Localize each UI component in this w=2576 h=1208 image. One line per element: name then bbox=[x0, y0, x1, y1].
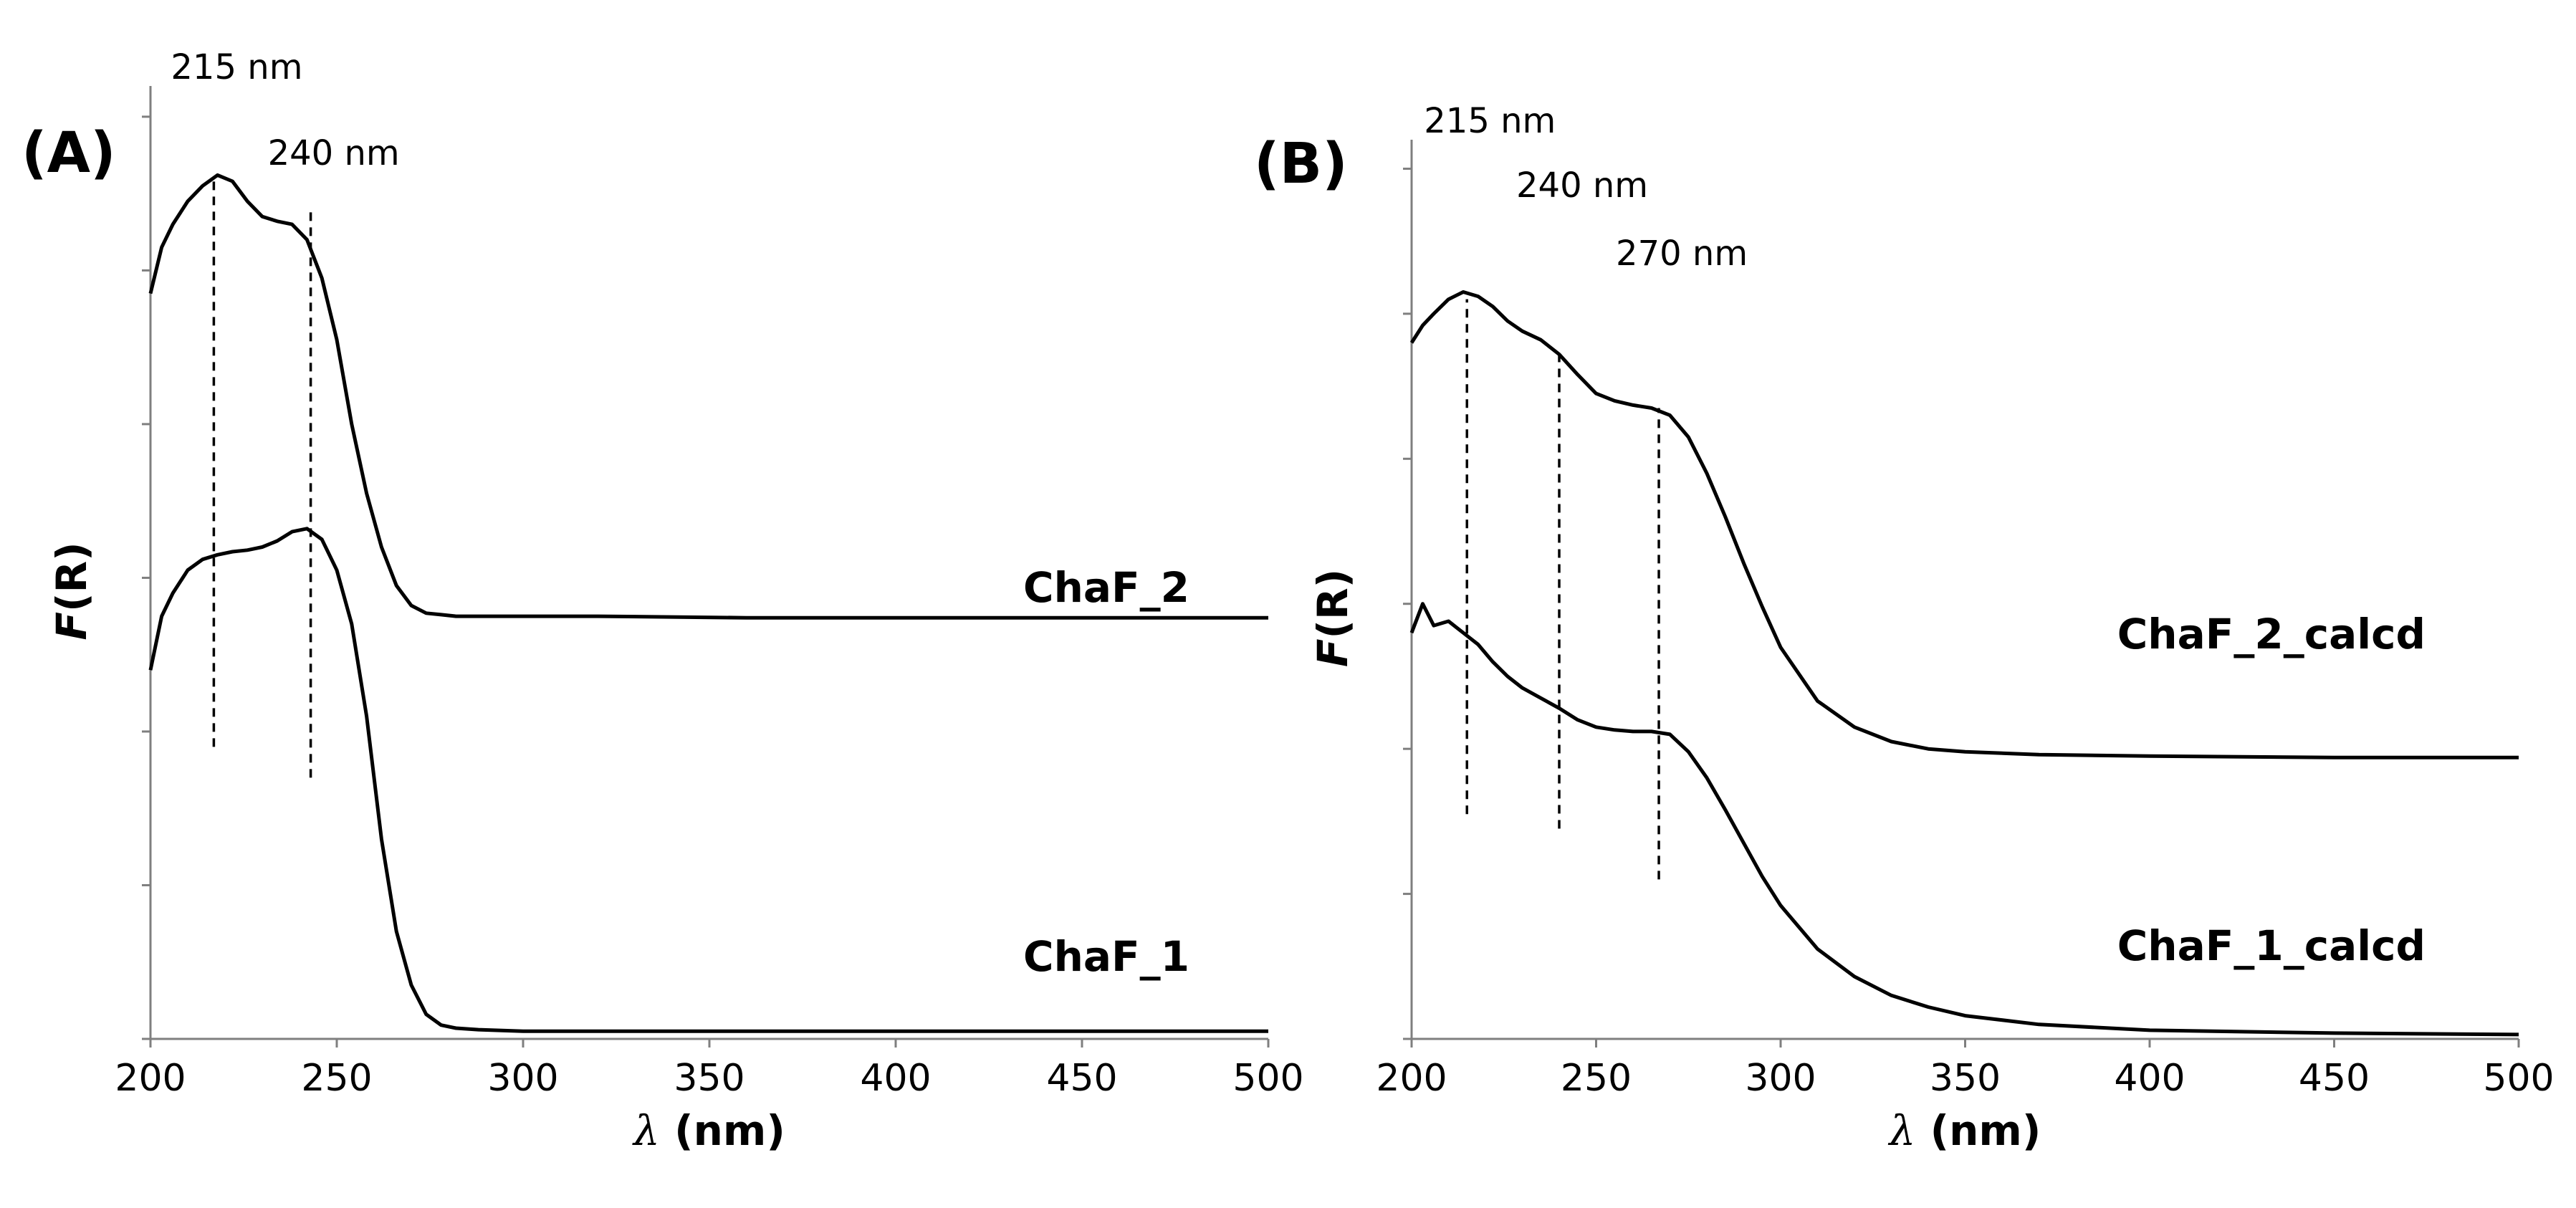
x-tick-label: 500 bbox=[2483, 1057, 2554, 1100]
series-line-chaf-1 bbox=[148, 527, 1268, 1033]
series-label: ChaF_1 bbox=[1023, 932, 1189, 981]
series-line-chaf-2-calcd bbox=[1409, 290, 2519, 759]
series-label: ChaF_1_calcd bbox=[2117, 921, 2426, 970]
y-axis-title: F(R) bbox=[47, 542, 96, 640]
x-axis-title: λ (nm) bbox=[632, 1106, 785, 1155]
x-axis-title: λ (nm) bbox=[1888, 1106, 2041, 1155]
x-tick-label: 450 bbox=[2299, 1057, 2370, 1100]
panel-b: (B) 200 250 300 350 400 450 500 λ (nm) F(R) 215 nm… bbox=[1254, 101, 2555, 1155]
x-tick-label: 450 bbox=[1046, 1057, 1117, 1100]
series-label: ChaF_2 bbox=[1023, 563, 1189, 612]
x-tick-label: 350 bbox=[674, 1057, 744, 1100]
x-tick-label: 400 bbox=[860, 1057, 931, 1100]
x-tick-label: 200 bbox=[1376, 1057, 1447, 1100]
marker-label: 215 nm bbox=[171, 47, 302, 87]
x-tick-label: 250 bbox=[301, 1057, 372, 1100]
x-tick-label: 350 bbox=[1930, 1057, 2001, 1100]
marker-label: 240 nm bbox=[268, 133, 400, 173]
x-tick-label: 250 bbox=[1561, 1057, 1632, 1100]
panel-label: (B) bbox=[1254, 132, 1348, 196]
x-tick-label: 500 bbox=[1232, 1057, 1303, 1100]
marker-label: 270 nm bbox=[1616, 234, 1748, 274]
marker-label: 240 nm bbox=[1516, 166, 1648, 206]
panel-a: (A) 200 250 300 350 400 450 500 λ (nm) F(R) 215 nm… bbox=[21, 47, 1304, 1155]
x-tick-label: 400 bbox=[2114, 1057, 2185, 1100]
x-tick-label: 300 bbox=[1745, 1057, 1816, 1100]
series-label: ChaF_2_calcd bbox=[2117, 610, 2426, 658]
series-line-chaf-2 bbox=[148, 173, 1268, 620]
x-tick-label: 300 bbox=[487, 1057, 558, 1100]
panel-label: (A) bbox=[21, 121, 116, 186]
x-tick-label: 200 bbox=[115, 1057, 186, 1100]
series-line-chaf-1-calcd bbox=[1409, 602, 2519, 1037]
marker-label: 215 nm bbox=[1424, 101, 1556, 141]
y-axis-title: F(R) bbox=[1308, 569, 1357, 667]
